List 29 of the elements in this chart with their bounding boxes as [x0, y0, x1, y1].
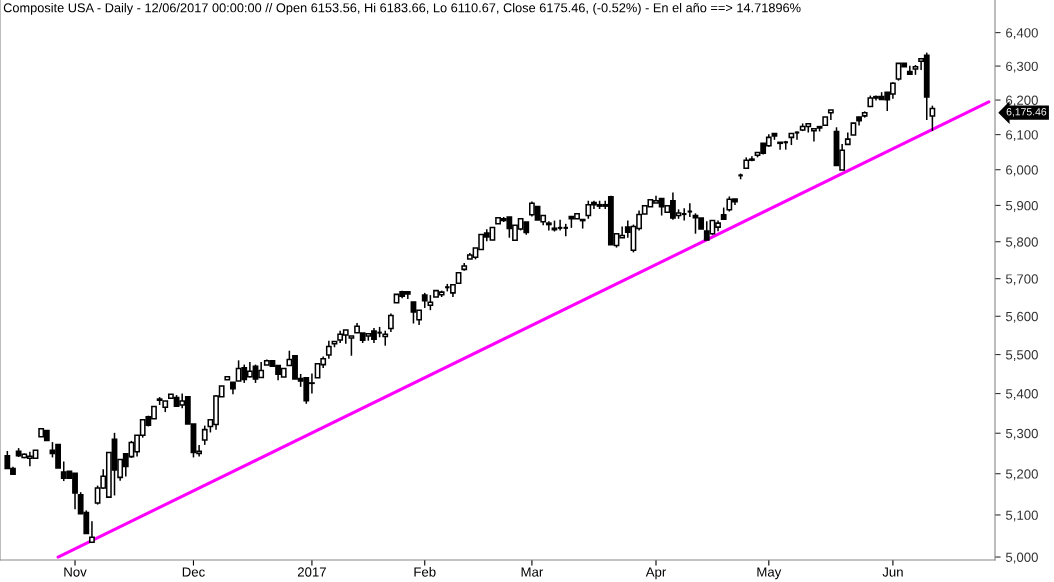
- y-tick-label: 5,900: [1005, 200, 1038, 212]
- text: 6,175.46: [1006, 108, 1047, 117]
- x-tick-label: Nov: [64, 567, 87, 577]
- x-tick-label: 2017: [297, 567, 326, 577]
- y-tick-label: 5,700: [1005, 274, 1038, 286]
- candlestick: [89, 520, 95, 543]
- y-tick-label: 6,400: [1006, 28, 1038, 40]
- x-tick-label: Feb: [414, 566, 436, 577]
- x-tick-label: Jun: [882, 567, 903, 577]
- y-tick-label: 5,000: [1005, 552, 1038, 564]
- x-tick-label: Apr: [645, 567, 667, 580]
- y-tick-label: 6,200: [1006, 95, 1038, 107]
- y-tick-label: 5,200: [1005, 469, 1038, 481]
- y-tick-label: 5,600: [1005, 311, 1038, 323]
- x-tick-label: Mar: [521, 567, 544, 577]
- x-tick-label: May: [757, 567, 782, 580]
- x-tick-label: Dec: [182, 567, 205, 577]
- candlestick: [777, 141, 784, 151]
- y-tick-label: 5,100: [1005, 510, 1038, 522]
- candlestick: [325, 339, 332, 360]
- y-tick-label: 5,400: [1005, 389, 1038, 400]
- y-tick-label: 6,000: [1006, 165, 1038, 177]
- y-tick-label: 5,300: [1005, 428, 1038, 440]
- y-tick-label: 5,500: [1005, 350, 1038, 362]
- chart-title: Composite USA - Daily - 12/06/2017 00:00:00 // Open 6153.56, Hi 6183.66, Lo 6110.67, Close 6175.46, (-0.52%) - En el año ==> 14.71896%: [3, 2, 801, 15]
- y-tick-label: 6,100: [1006, 130, 1038, 142]
- candlestick: [387, 312, 394, 333]
- y-tick-label: 5,800: [1005, 237, 1038, 249]
- y-tick-label: 6,300: [1006, 61, 1038, 73]
